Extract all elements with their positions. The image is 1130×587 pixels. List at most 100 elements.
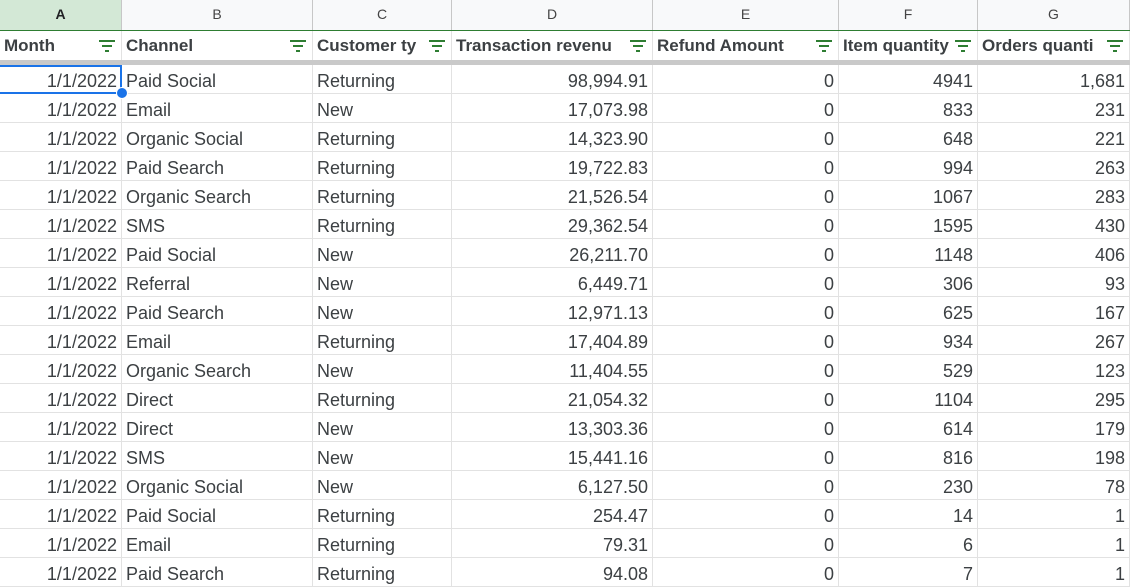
cell-b[interactable]: SMS [122,442,313,470]
cell-a[interactable]: 1/1/2022 [0,500,122,528]
cell-e[interactable]: 0 [653,471,839,499]
cell-a[interactable]: 1/1/2022 [0,558,122,586]
cell-b[interactable]: Direct [122,384,313,412]
cell-a[interactable]: 1/1/2022 [0,239,122,267]
cell-a[interactable]: 1/1/2022 [0,442,122,470]
column-letter-c[interactable]: C [313,0,452,30]
cell-e[interactable]: 0 [653,268,839,296]
cell-b[interactable]: Referral [122,268,313,296]
cell-b[interactable]: Email [122,529,313,557]
cell-b[interactable]: Direct [122,413,313,441]
column-letter-e[interactable]: E [653,0,839,30]
column-header-f[interactable]: Item quantity [839,31,978,60]
cell-g[interactable]: 406 [978,239,1130,267]
cell-f[interactable]: 14 [839,500,978,528]
cell-e[interactable]: 0 [653,65,839,93]
cell-g[interactable]: 267 [978,326,1130,354]
column-letter-b[interactable]: B [122,0,313,30]
cell-g[interactable]: 1 [978,500,1130,528]
cell-a[interactable]: 1/1/2022 [0,297,122,325]
cell-f[interactable]: 1104 [839,384,978,412]
cell-c[interactable]: New [313,442,452,470]
cell-e[interactable]: 0 [653,413,839,441]
cell-a[interactable]: 1/1/2022 [0,268,122,296]
cell-e[interactable]: 0 [653,181,839,209]
cell-g[interactable]: 231 [978,94,1130,122]
cell-a[interactable]: 1/1/2022 [0,152,122,180]
cell-f[interactable]: 230 [839,471,978,499]
cell-b[interactable]: Organic Search [122,355,313,383]
cell-d[interactable]: 19,722.83 [452,152,653,180]
cell-f[interactable]: 1595 [839,210,978,238]
column-header-a[interactable]: Month [0,31,122,60]
cell-d[interactable]: 21,526.54 [452,181,653,209]
cell-e[interactable]: 0 [653,529,839,557]
cell-b[interactable]: Organic Search [122,181,313,209]
cell-a[interactable]: 1/1/2022 [0,355,122,383]
cell-d[interactable]: 12,971.13 [452,297,653,325]
cell-f[interactable]: 529 [839,355,978,383]
cell-d[interactable]: 98,994.91 [452,65,653,93]
filter-icon[interactable] [955,40,971,52]
cell-e[interactable]: 0 [653,123,839,151]
cell-f[interactable]: 4941 [839,65,978,93]
cell-c[interactable]: Returning [313,210,452,238]
cell-d[interactable]: 11,404.55 [452,355,653,383]
cell-d[interactable]: 29,362.54 [452,210,653,238]
cell-f[interactable]: 7 [839,558,978,586]
cell-d[interactable]: 14,323.90 [452,123,653,151]
cell-b[interactable]: Organic Social [122,471,313,499]
cell-a[interactable]: 1/1/2022 [0,326,122,354]
cell-g[interactable]: 123 [978,355,1130,383]
cell-c[interactable]: New [313,471,452,499]
cell-f[interactable]: 6 [839,529,978,557]
cell-f[interactable]: 994 [839,152,978,180]
cell-c[interactable]: New [313,239,452,267]
cell-f[interactable]: 625 [839,297,978,325]
cell-g[interactable]: 167 [978,297,1130,325]
cell-a[interactable]: 1/1/2022 [0,471,122,499]
cell-c[interactable]: New [313,297,452,325]
cell-e[interactable]: 0 [653,355,839,383]
cell-b[interactable]: Paid Social [122,239,313,267]
cell-c[interactable]: Returning [313,326,452,354]
cell-e[interactable]: 0 [653,558,839,586]
column-letter-a[interactable]: A [0,0,122,30]
cell-d[interactable]: 15,441.16 [452,442,653,470]
fill-handle[interactable] [116,87,128,99]
cell-c[interactable]: New [313,355,452,383]
cell-f[interactable]: 816 [839,442,978,470]
cell-a[interactable]: 1/1/2022 [0,529,122,557]
cell-g[interactable]: 221 [978,123,1130,151]
cell-g[interactable]: 1 [978,558,1130,586]
cell-c[interactable]: New [313,268,452,296]
cell-d[interactable]: 94.08 [452,558,653,586]
cell-e[interactable]: 0 [653,442,839,470]
frozen-row-divider[interactable] [0,60,1130,65]
cell-g[interactable]: 78 [978,471,1130,499]
cell-c[interactable]: New [313,413,452,441]
cell-a[interactable]: 1/1/2022 [0,65,122,93]
cell-g[interactable]: 263 [978,152,1130,180]
column-header-g[interactable]: Orders quanti [978,31,1130,60]
cell-c[interactable]: Returning [313,529,452,557]
cell-d[interactable]: 21,054.32 [452,384,653,412]
cell-d[interactable]: 6,449.71 [452,268,653,296]
filter-icon[interactable] [816,40,832,52]
filter-icon[interactable] [290,40,306,52]
column-header-e[interactable]: Refund Amount [653,31,839,60]
cell-d[interactable]: 17,404.89 [452,326,653,354]
cell-b[interactable]: SMS [122,210,313,238]
cell-a[interactable]: 1/1/2022 [0,94,122,122]
cell-f[interactable]: 833 [839,94,978,122]
filter-icon[interactable] [630,40,646,52]
cell-b[interactable]: Paid Search [122,152,313,180]
cell-f[interactable]: 1148 [839,239,978,267]
cell-d[interactable]: 17,073.98 [452,94,653,122]
cell-e[interactable]: 0 [653,210,839,238]
cell-c[interactable]: Returning [313,152,452,180]
cell-d[interactable]: 13,303.36 [452,413,653,441]
cell-e[interactable]: 0 [653,326,839,354]
column-letter-d[interactable]: D [452,0,653,30]
cell-g[interactable]: 93 [978,268,1130,296]
